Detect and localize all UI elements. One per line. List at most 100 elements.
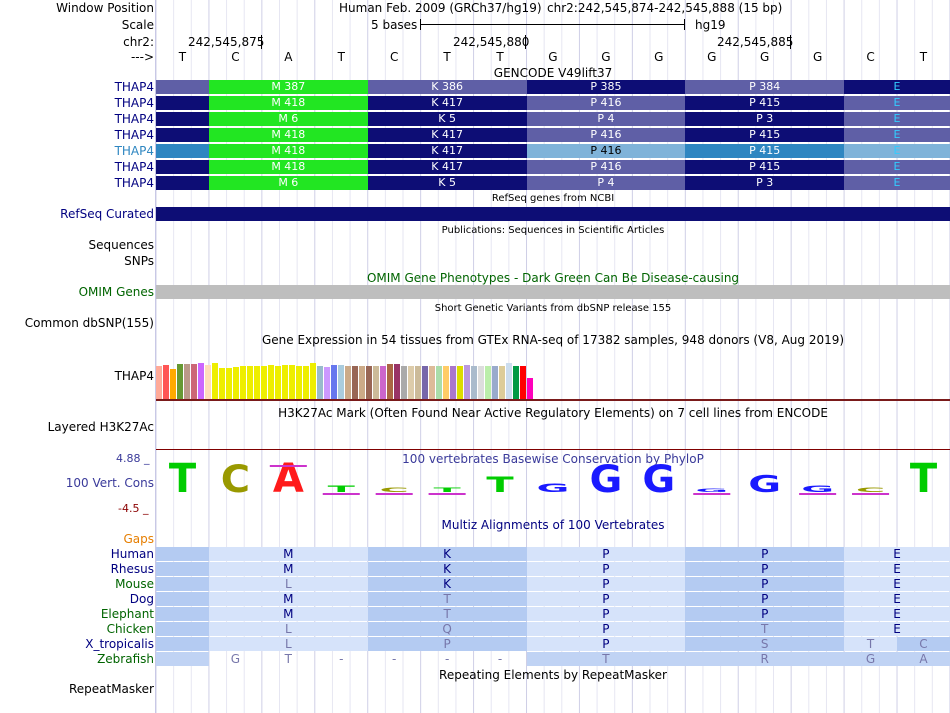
gtex-tissue-bar[interactable] <box>219 368 225 399</box>
gencode-codon[interactable]: P 4 <box>526 112 686 126</box>
gtex-tissue-bar[interactable] <box>289 365 295 399</box>
refseq-label[interactable]: RefSeq Curated <box>60 207 154 221</box>
gencode-codon[interactable]: P 415 <box>685 160 845 174</box>
gtex-tissue-bar[interactable] <box>478 366 484 399</box>
gtex-tissue-bar[interactable] <box>464 365 470 399</box>
gtex-tissue-bar[interactable] <box>352 366 358 399</box>
gencode-transcript-1[interactable]: M 387 K 386 P 385 P 384 E <box>156 80 950 94</box>
gtex-tissue-bar[interactable] <box>436 366 442 399</box>
gtex-tissue-bar[interactable] <box>345 366 351 399</box>
gencode-transcript-4[interactable]: M 418 K 417 P 416 P 415 E <box>156 128 950 142</box>
gencode-codon[interactable]: E <box>844 112 950 126</box>
omim-label[interactable]: OMIM Genes <box>78 285 154 299</box>
gtex-tissue-bar[interactable] <box>226 368 232 399</box>
gencode-codon[interactable]: M 418 <box>208 160 368 174</box>
gtex-tissue-bar[interactable] <box>310 363 316 399</box>
gtex-tissue-bar[interactable] <box>205 365 211 399</box>
gtex-tissue-bar[interactable] <box>254 366 260 399</box>
gencode-codon[interactable]: E <box>844 96 950 110</box>
gtex-tissue-bar[interactable] <box>324 367 330 399</box>
gencode-codon[interactable]: E <box>844 80 950 94</box>
gtex-tissue-bar[interactable] <box>492 366 498 399</box>
species-label[interactable]: Zebrafish <box>97 652 154 666</box>
gtex-tissue-bar[interactable] <box>177 364 183 399</box>
gencode-codon[interactable]: M 418 <box>208 128 368 142</box>
gencode-transcript-6[interactable]: M 418 K 417 P 416 P 415 E <box>156 160 950 174</box>
conservation-label[interactable]: 100 Vert. Cons <box>65 476 154 490</box>
gencode-row-label-6[interactable]: THAP4 <box>114 160 154 174</box>
gencode-codon[interactable]: K 417 <box>367 160 527 174</box>
gtex-tissue-bar[interactable] <box>485 366 491 399</box>
gencode-codon[interactable]: P 415 <box>685 96 845 110</box>
gtex-tissue-bar[interactable] <box>338 365 344 399</box>
species-label[interactable]: Rhesus <box>110 562 154 576</box>
gencode-codon[interactable]: P 384 <box>685 80 845 94</box>
gencode-codon[interactable]: P 415 <box>685 144 845 158</box>
omim-bar[interactable] <box>156 285 950 299</box>
gtex-tissue-bar[interactable] <box>275 366 281 399</box>
gtex-label[interactable]: THAP4 <box>114 369 154 383</box>
species-label[interactable]: Dog <box>129 592 154 606</box>
dbsnp-label[interactable]: Common dbSNP(155) <box>24 316 154 330</box>
gtex-tissue-bar[interactable] <box>198 363 204 399</box>
gtex-tissue-bar[interactable] <box>387 364 393 399</box>
gtex-tissue-bar[interactable] <box>296 366 302 399</box>
gtex-tissue-bar[interactable] <box>163 365 169 399</box>
gencode-codon[interactable]: P 416 <box>526 96 686 110</box>
gtex-tissue-bar[interactable] <box>415 366 421 399</box>
gtex-tissue-bar[interactable] <box>520 366 526 399</box>
gtex-tissue-bar[interactable] <box>212 363 218 399</box>
gencode-codon[interactable]: P 3 <box>685 176 845 190</box>
gencode-codon[interactable]: M 418 <box>208 144 368 158</box>
gencode-codon[interactable]: M 387 <box>208 80 368 94</box>
gtex-tissue-bar[interactable] <box>170 369 176 399</box>
gencode-codon[interactable]: K 5 <box>367 112 527 126</box>
gencode-transcript-5[interactable]: M 418 K 417 P 416 P 415 E <box>156 144 950 158</box>
refseq-bar[interactable] <box>156 207 950 221</box>
repeatmasker-label[interactable]: RepeatMasker <box>68 682 154 696</box>
h3k27ac-label[interactable]: Layered H3K27Ac <box>47 420 154 434</box>
gencode-row-label-1[interactable]: THAP4 <box>114 80 154 94</box>
gencode-codon[interactable]: P 4 <box>526 176 686 190</box>
gtex-tissue-bar[interactable] <box>261 366 267 399</box>
publications-label-snps[interactable]: SNPs <box>124 254 154 268</box>
gencode-codon[interactable]: P 385 <box>526 80 686 94</box>
gtex-tissue-bar[interactable] <box>366 366 372 399</box>
gtex-tissue-bar[interactable] <box>247 366 253 399</box>
gtex-tissue-bar[interactable] <box>184 364 190 399</box>
gencode-codon[interactable]: P 416 <box>526 160 686 174</box>
gtex-tissue-bar[interactable] <box>394 364 400 399</box>
gencode-codon[interactable]: K 5 <box>367 176 527 190</box>
gtex-tissue-bar[interactable] <box>233 367 239 399</box>
gencode-codon[interactable]: E <box>844 160 950 174</box>
gtex-tissue-bar[interactable] <box>268 365 274 399</box>
gencode-codon[interactable]: K 417 <box>367 144 527 158</box>
gencode-codon[interactable]: M 418 <box>208 96 368 110</box>
species-label[interactable]: Mouse <box>115 577 154 591</box>
gtex-tissue-bar[interactable] <box>317 366 323 399</box>
publications-label-sequences[interactable]: Sequences <box>88 238 154 252</box>
gtex-expression-bars[interactable] <box>156 349 536 399</box>
gtex-tissue-bar[interactable] <box>499 366 505 399</box>
gtex-tissue-bar[interactable] <box>380 366 386 399</box>
gencode-codon[interactable]: K 417 <box>367 96 527 110</box>
gtex-tissue-bar[interactable] <box>443 366 449 399</box>
species-label[interactable]: Human <box>110 547 154 561</box>
gtex-tissue-bar[interactable] <box>527 378 533 399</box>
gtex-tissue-bar[interactable] <box>282 365 288 399</box>
gtex-tissue-bar[interactable] <box>422 366 428 399</box>
gtex-tissue-bar[interactable] <box>471 366 477 399</box>
gencode-codon[interactable]: E <box>844 128 950 142</box>
gencode-row-label-5[interactable]: THAP4 <box>114 144 154 158</box>
gencode-transcript-2[interactable]: M 418 K 417 P 416 P 415 E <box>156 96 950 110</box>
gtex-tissue-bar[interactable] <box>331 365 337 399</box>
